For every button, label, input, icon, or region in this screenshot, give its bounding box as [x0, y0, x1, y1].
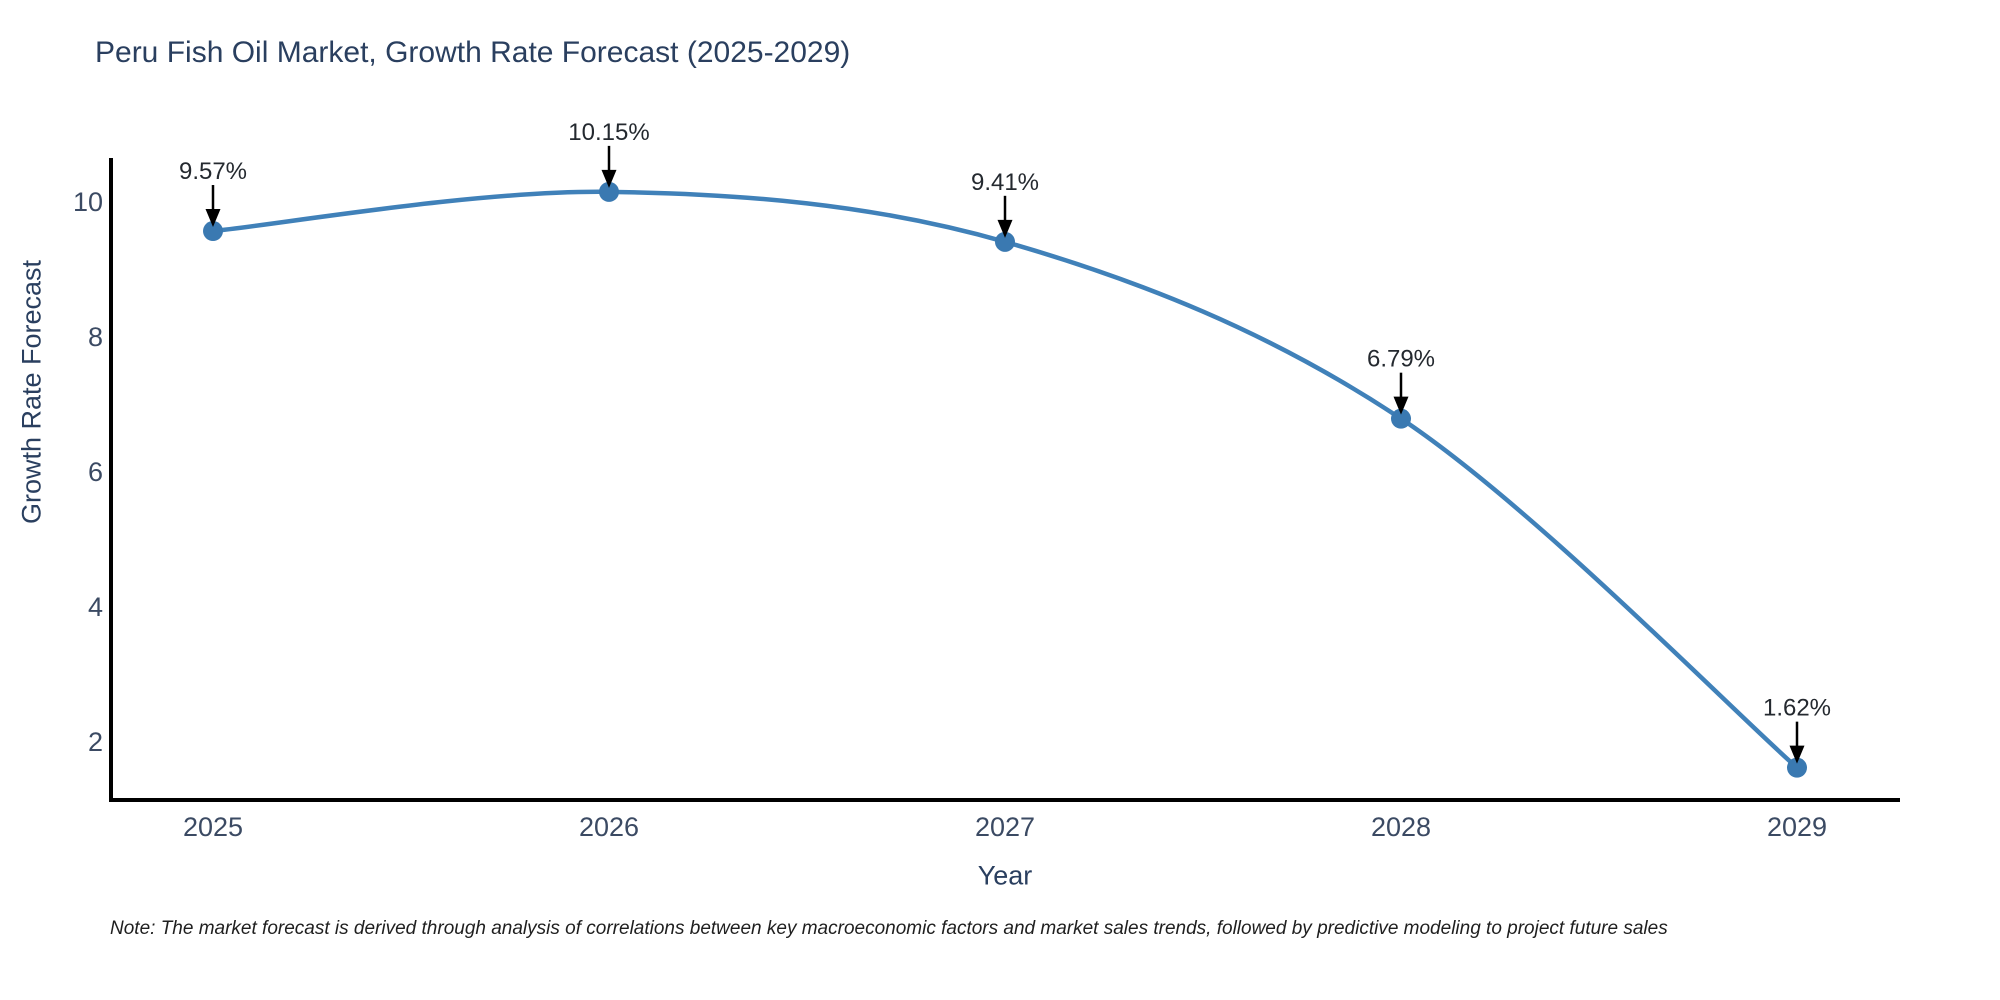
data-point-marker: [203, 221, 223, 242]
x-tick-label: 2027: [975, 812, 1035, 842]
x-tick-label: 2028: [1371, 812, 1431, 842]
annotation-label: 9.41%: [971, 169, 1039, 196]
x-tick-label: 2026: [579, 812, 639, 842]
annotation-label: 10.15%: [568, 119, 649, 146]
y-tick-label: 4: [88, 592, 103, 622]
y-tick-label: 6: [88, 457, 103, 487]
chart-title: Peru Fish Oil Market, Growth Rate Foreca…: [95, 36, 851, 69]
annotation-arrowhead: [205, 209, 221, 228]
annotation-arrowhead: [997, 219, 1013, 238]
y-tick-label: 10: [73, 187, 103, 217]
data-point-marker: [995, 231, 1015, 252]
x-tick-label: 2029: [1767, 812, 1827, 842]
y-axis-title: Growth Rate Forecast: [16, 259, 47, 525]
x-tick-label: 2025: [183, 812, 243, 842]
annotation-label: 9.57%: [179, 158, 247, 185]
data-point-marker: [1391, 408, 1411, 429]
y-tick-label: 8: [88, 322, 103, 352]
annotation-arrowhead: [1393, 396, 1409, 415]
chart-line: [212, 189, 1799, 770]
annotation-label: 1.62%: [1763, 695, 1831, 722]
data-point-marker: [1787, 757, 1807, 778]
y-tick-label: 2: [88, 727, 103, 757]
data-point-marker: [599, 181, 619, 202]
annotation-arrowhead: [601, 169, 617, 188]
footnote: Note: The market forecast is derived thr…: [110, 918, 1668, 939]
annotation-label: 6.79%: [1367, 346, 1435, 373]
x-axis-title: Year: [977, 860, 1033, 891]
annotation-arrowhead: [1789, 745, 1805, 764]
